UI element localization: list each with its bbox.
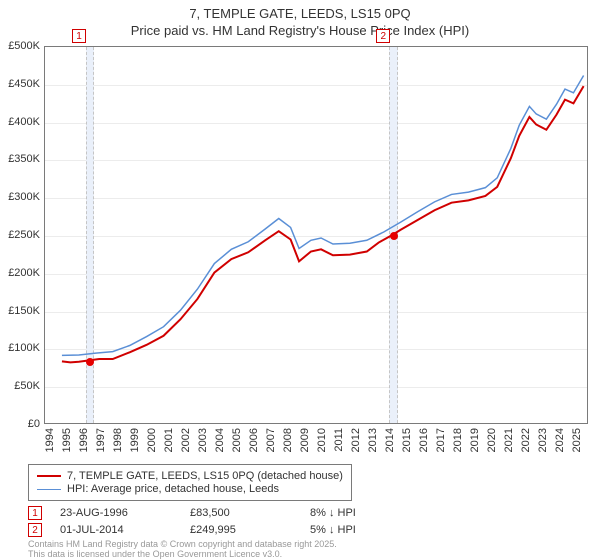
x-tick-label: 1997 (95, 428, 107, 458)
footer-line2: This data is licensed under the Open Gov… (28, 550, 337, 560)
x-tick-label: 2023 (537, 428, 549, 458)
x-tick-label: 2006 (248, 428, 260, 458)
y-tick-label: £400K (0, 116, 40, 128)
y-tick-label: £350K (0, 153, 40, 165)
x-tick-label: 2021 (503, 428, 515, 458)
x-tick-label: 2008 (282, 428, 294, 458)
series-line (62, 86, 584, 362)
legend-item: HPI: Average price, detached house, Leed… (37, 483, 343, 495)
annotation-price: £83,500 (190, 507, 310, 519)
annotation-date: 01-JUL-2014 (60, 524, 190, 536)
x-tick-label: 2012 (350, 428, 362, 458)
purchase-marker (390, 232, 398, 240)
annotation-num-box: 1 (28, 506, 42, 520)
x-tick-label: 2002 (180, 428, 192, 458)
x-tick-label: 1995 (61, 428, 73, 458)
series-line (62, 76, 584, 356)
x-tick-label: 1994 (44, 428, 56, 458)
annotation-row: 1 23-AUG-1996£83,5008% ↓ HPI (28, 506, 356, 520)
legend: 7, TEMPLE GATE, LEEDS, LS15 0PQ (detache… (28, 464, 352, 501)
y-tick-label: £100K (0, 342, 40, 354)
x-tick-label: 2024 (554, 428, 566, 458)
y-tick-label: £500K (0, 40, 40, 52)
y-tick-label: £150K (0, 305, 40, 317)
x-tick-label: 2003 (197, 428, 209, 458)
x-tick-label: 1996 (78, 428, 90, 458)
annotation-rows: 1 23-AUG-1996£83,5008% ↓ HPI 2 01-JUL-2014£… (28, 506, 356, 540)
x-tick-label: 2001 (163, 428, 175, 458)
x-tick-label: 2007 (265, 428, 277, 458)
annotation-delta: 8% ↓ HPI (310, 507, 356, 519)
x-tick-label: 2020 (486, 428, 498, 458)
x-tick-label: 2000 (146, 428, 158, 458)
x-tick-label: 2004 (214, 428, 226, 458)
x-tick-label: 2013 (367, 428, 379, 458)
annotation-num-box: 2 (28, 523, 42, 537)
x-tick-label: 2017 (435, 428, 447, 458)
legend-swatch (37, 489, 61, 490)
y-tick-label: £450K (0, 78, 40, 90)
x-tick-label: 2009 (299, 428, 311, 458)
title-address: 7, TEMPLE GATE, LEEDS, LS15 0PQ (0, 6, 600, 21)
x-tick-label: 2014 (384, 428, 396, 458)
callout-box: 2 (376, 29, 390, 43)
legend-swatch (37, 475, 61, 477)
title-block: 7, TEMPLE GATE, LEEDS, LS15 0PQ Price pa… (0, 0, 600, 38)
x-tick-label: 2016 (418, 428, 430, 458)
x-tick-label: 1998 (112, 428, 124, 458)
x-tick-label: 1999 (129, 428, 141, 458)
callout-box: 1 (72, 29, 86, 43)
y-tick-label: £200K (0, 267, 40, 279)
purchase-marker (86, 358, 94, 366)
y-tick-label: £300K (0, 191, 40, 203)
annotation-date: 23-AUG-1996 (60, 507, 190, 519)
x-tick-label: 2018 (452, 428, 464, 458)
x-tick-label: 2015 (401, 428, 413, 458)
annotation-delta: 5% ↓ HPI (310, 524, 356, 536)
line-series-svg (45, 47, 587, 423)
x-tick-label: 2010 (316, 428, 328, 458)
legend-label: HPI: Average price, detached house, Leed… (67, 483, 279, 495)
x-tick-label: 2011 (333, 428, 345, 458)
y-tick-label: £50K (0, 380, 40, 392)
x-tick-label: 2022 (520, 428, 532, 458)
title-subtitle: Price paid vs. HM Land Registry's House … (0, 23, 600, 38)
x-tick-label: 2005 (231, 428, 243, 458)
chart-container: 7, TEMPLE GATE, LEEDS, LS15 0PQ Price pa… (0, 0, 600, 560)
x-tick-label: 2019 (469, 428, 481, 458)
legend-item: 7, TEMPLE GATE, LEEDS, LS15 0PQ (detache… (37, 470, 343, 482)
y-tick-label: £0 (0, 418, 40, 430)
x-tick-label: 2025 (571, 428, 583, 458)
legend-label: 7, TEMPLE GATE, LEEDS, LS15 0PQ (detache… (67, 470, 343, 482)
annotation-price: £249,995 (190, 524, 310, 536)
plot-area: 12 (44, 46, 588, 424)
y-tick-label: £250K (0, 229, 40, 241)
footer-attribution: Contains HM Land Registry data © Crown c… (28, 540, 337, 560)
annotation-row: 2 01-JUL-2014£249,9955% ↓ HPI (28, 523, 356, 537)
